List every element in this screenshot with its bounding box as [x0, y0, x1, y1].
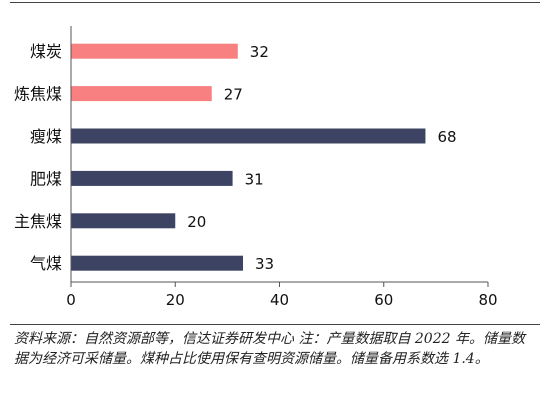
bar-3	[71, 170, 233, 186]
x-tick-label-1: 20	[166, 291, 185, 309]
x-tick-label-4: 80	[478, 291, 497, 309]
data-label-5: 33	[255, 255, 274, 273]
bar-1	[71, 86, 212, 102]
chart-footnote: 资料来源：自然资源部等，信达证券研发中心 注：产量数据取自 2022 年。储量数…	[14, 331, 525, 367]
data-label-1: 27	[224, 86, 243, 104]
category-label-0: 煤炭	[30, 42, 62, 61]
category-label-1: 炼焦煤	[14, 85, 62, 104]
footnote-rule	[10, 324, 540, 325]
x-tick-label-2: 40	[270, 291, 289, 309]
bar-chart: 煤炭 32 炼焦煤 27 瘦煤 68 肥煤 31 主焦煤 20 气煤 33 0 20 40 60 80	[14, 26, 498, 309]
category-label-2: 瘦煤	[30, 127, 62, 146]
top-rule	[10, 2, 540, 3]
bar-2	[71, 128, 426, 144]
bar-5	[71, 255, 244, 271]
data-label-0: 32	[250, 43, 269, 61]
category-label-5: 气煤	[30, 254, 62, 273]
bar-4	[71, 213, 176, 229]
category-label-4: 主焦煤	[14, 212, 62, 231]
bar-0	[71, 43, 238, 59]
x-tick-label-3: 60	[374, 291, 393, 309]
category-label-3: 肥煤	[30, 169, 62, 188]
data-label-3: 31	[245, 170, 264, 188]
x-tick-label-0: 0	[66, 291, 76, 309]
data-label-2: 68	[437, 128, 456, 146]
data-label-4: 20	[187, 213, 206, 231]
